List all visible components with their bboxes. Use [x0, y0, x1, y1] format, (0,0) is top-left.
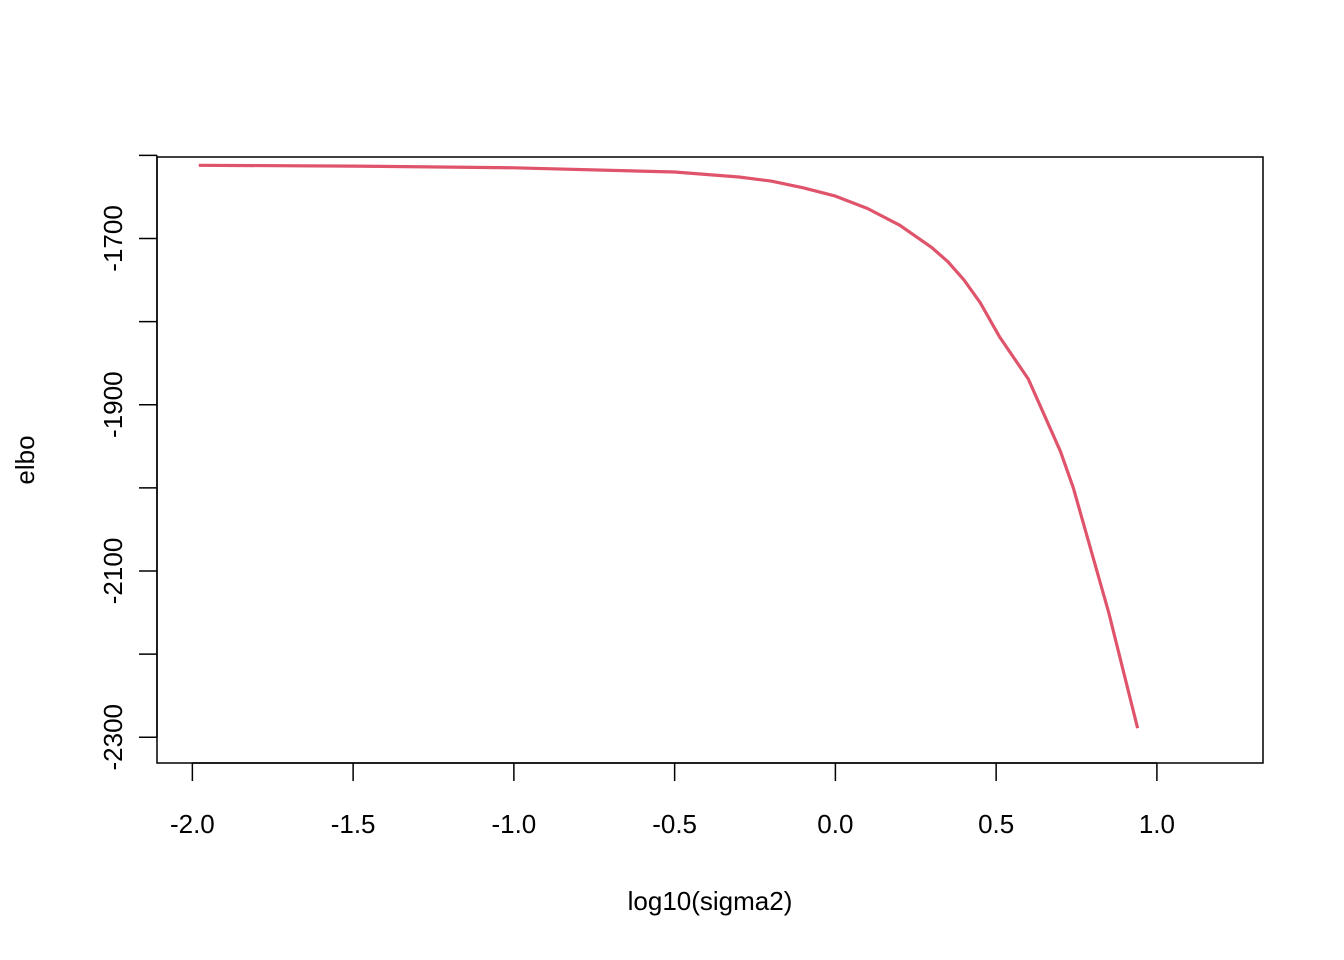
x-tick-label: 1.0 — [1139, 809, 1175, 839]
y-tick-label: -1700 — [98, 205, 128, 272]
series-line-0 — [198, 163, 1140, 729]
x-tick-label: -2.0 — [170, 809, 215, 839]
x-tick-label: -1.5 — [331, 809, 376, 839]
series-layer — [198, 163, 1140, 729]
y-tick-label: -2100 — [98, 538, 128, 605]
y-tick-label: -1900 — [98, 371, 128, 438]
x-axis: -2.0 -1.5 -1.0 -0.5 0.0 0.5 1.0 — [170, 762, 1175, 839]
plot-box — [156, 156, 1264, 764]
y-axis-title: elbo — [10, 435, 40, 484]
x-tick-label: -0.5 — [652, 809, 697, 839]
x-axis-title: log10(sigma2) — [628, 886, 793, 916]
x-tick-label: 0.5 — [978, 809, 1014, 839]
y-tick-label: -2300 — [98, 704, 128, 771]
y-axis: -1700 -1900 -2100 -2300 — [98, 154, 158, 771]
x-tick-label: -1.0 — [491, 809, 536, 839]
x-tick-label: 0.0 — [817, 809, 853, 839]
